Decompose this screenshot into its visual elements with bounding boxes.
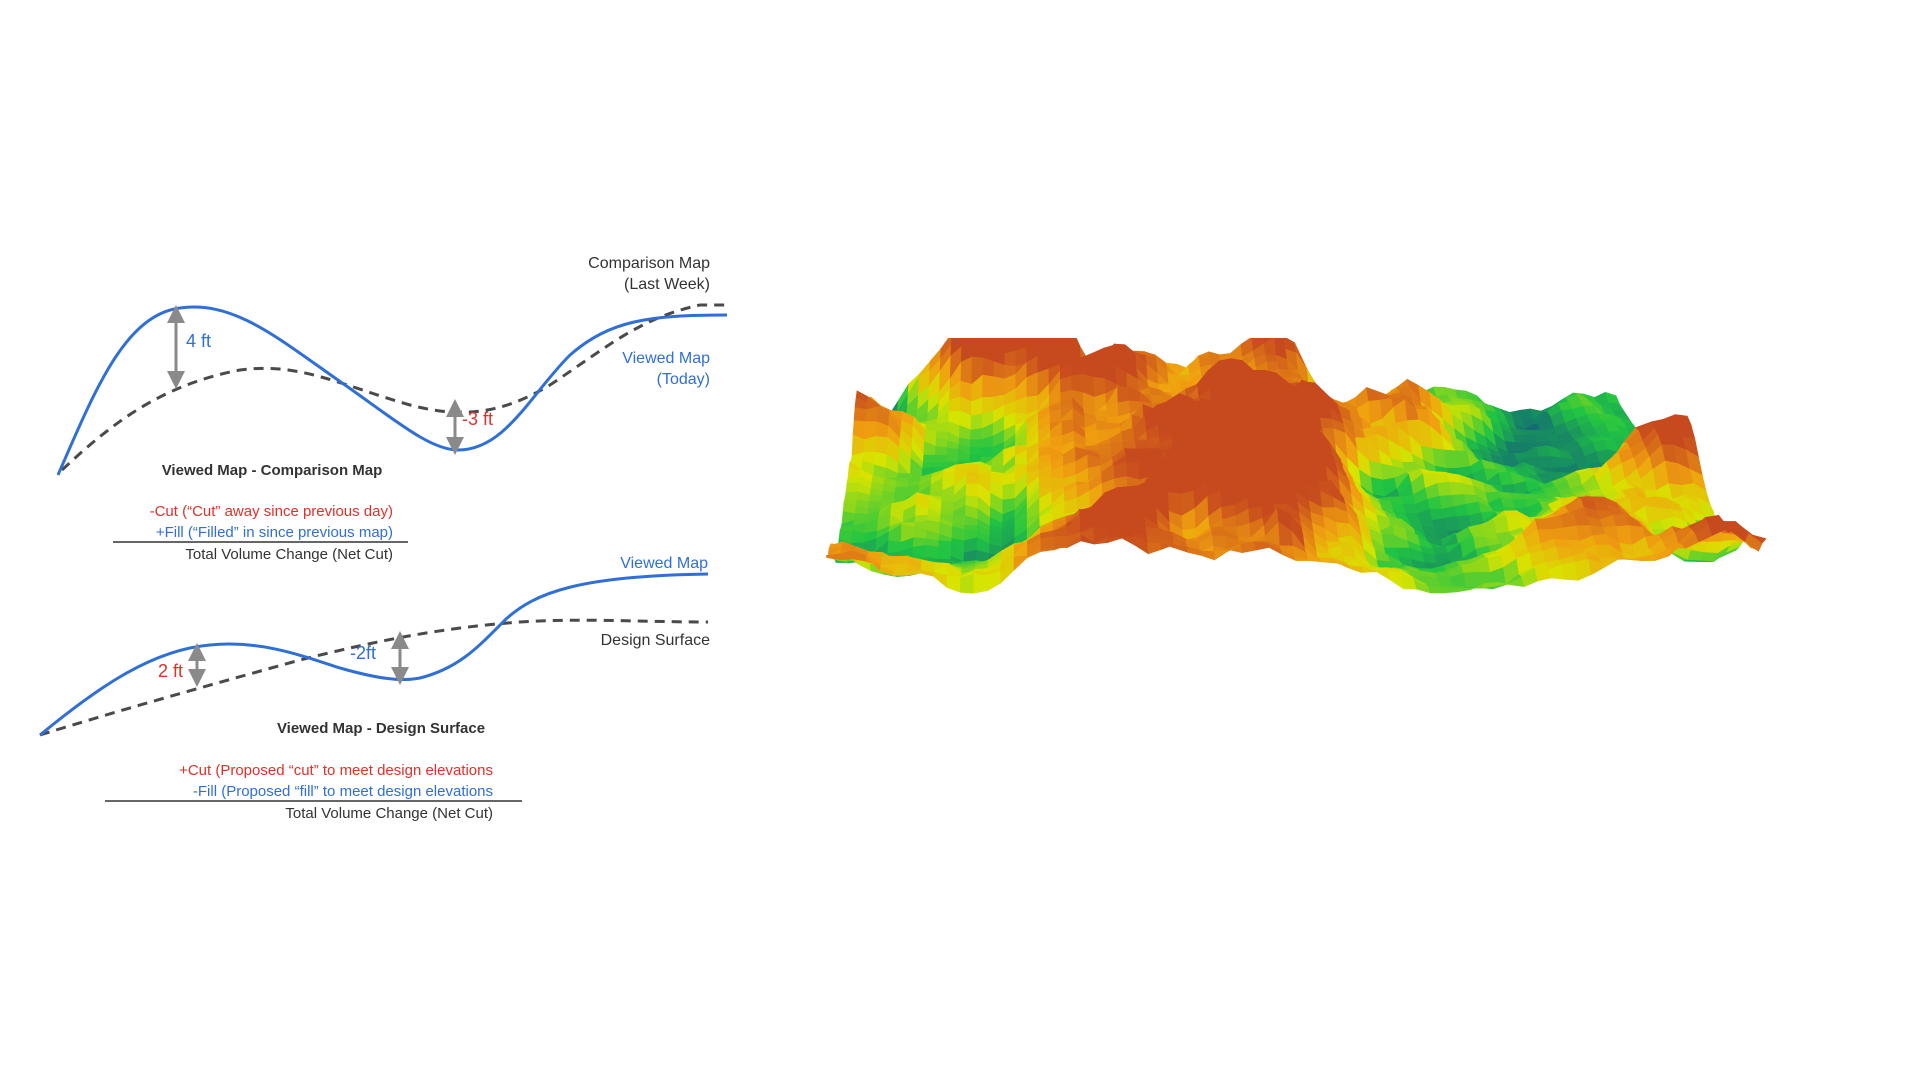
bottom-total-line: Total Volume Change (Net Cut) <box>285 805 493 822</box>
terrain-elevation-map <box>825 310 1776 738</box>
top-diagram-title: Viewed Map - Comparison Map <box>162 462 383 479</box>
top-fill-line: +Fill (“Filled” in since previous map) <box>156 524 393 541</box>
viewed-map-curve <box>56 305 728 476</box>
comparison-map-curve <box>60 303 727 472</box>
bottom-trough-delta-label: -2ft <box>350 643 376 663</box>
bottom-fill-line: -Fill (Proposed “fill” to meet design el… <box>193 783 493 800</box>
bottom-viewed-map-curve <box>39 572 709 737</box>
comparison-map-label-line2: (Last Week) <box>624 276 710 293</box>
peak-delta-label: 4 ft <box>186 331 211 351</box>
top-total-line: Total Volume Change (Net Cut) <box>185 546 393 563</box>
top-diagram: Comparison Map (Last Week) Viewed Map (T… <box>56 255 728 563</box>
comparison-map-label-line1: Comparison Map <box>588 255 710 272</box>
design-surface-label: Design Surface <box>601 632 710 649</box>
trough-delta-label: -3 ft <box>462 409 493 429</box>
bottom-peak-delta-label: 2 ft <box>158 661 183 681</box>
viewed-map-label-line1: Viewed Map <box>622 350 710 367</box>
bottom-diagram: Viewed Map Design Surface 2 ft -2ft View… <box>39 555 710 822</box>
top-cut-line: -Cut (“Cut” away since previous day) <box>150 503 393 520</box>
design-surface-curve <box>39 618 709 737</box>
viewed-map-label-line2: (Today) <box>657 371 710 388</box>
bottom-diagram-title: Viewed Map - Design Surface <box>277 720 485 737</box>
terrain-3d-surface <box>825 310 1767 594</box>
bottom-cut-line: +Cut (Proposed “cut” to meet design elev… <box>179 762 493 779</box>
bottom-viewed-map-label: Viewed Map <box>620 555 708 572</box>
